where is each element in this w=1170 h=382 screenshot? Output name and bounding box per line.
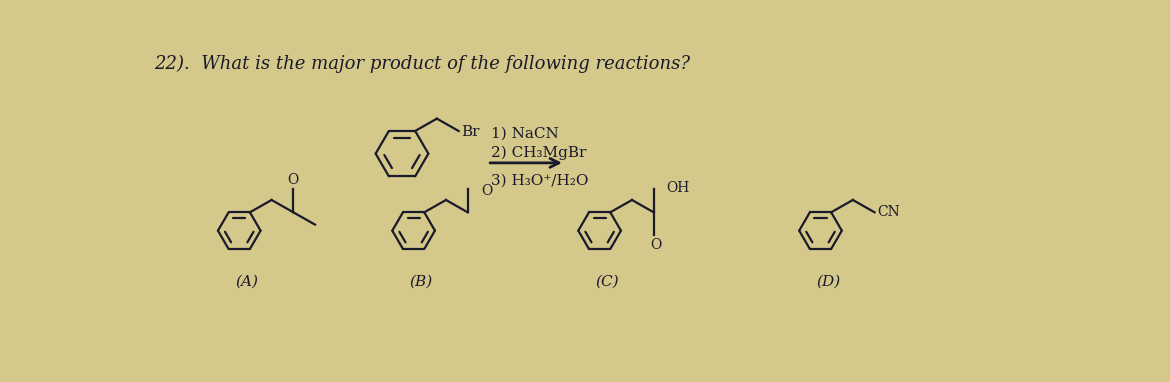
Text: O: O [288,173,298,187]
Text: (C): (C) [596,275,619,289]
Text: (B): (B) [410,275,433,289]
Text: OH: OH [666,181,689,196]
Text: CN: CN [878,205,901,219]
Text: 22).  What is the major product of the following reactions?: 22). What is the major product of the fo… [154,55,690,73]
Text: 1) NaCN: 1) NaCN [491,126,559,141]
Text: (A): (A) [235,275,259,289]
Text: 2) CH₃MgBr: 2) CH₃MgBr [491,146,586,160]
Text: O: O [482,184,493,198]
Text: O: O [651,238,661,253]
Text: (D): (D) [817,275,840,289]
Text: Br: Br [461,125,480,139]
Text: 3) H₃O⁺/H₂O: 3) H₃O⁺/H₂O [491,173,589,188]
